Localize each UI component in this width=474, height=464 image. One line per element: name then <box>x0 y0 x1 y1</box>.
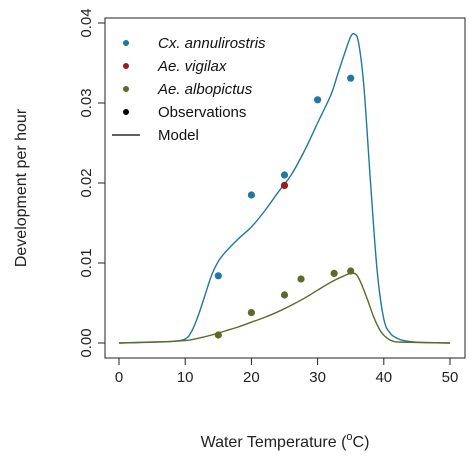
legend-label-2: Ae. albopictus <box>157 81 253 98</box>
y-tick-label-1: 0.01 <box>78 248 95 277</box>
observation-point-0-2 <box>280 171 289 179</box>
observation-point-2-0 <box>214 331 222 339</box>
observation-point-2-4 <box>330 269 338 277</box>
x-tick-label-3: 30 <box>309 369 326 386</box>
x-tick-label-1: 10 <box>177 369 194 386</box>
observation-point-2-3 <box>297 275 305 283</box>
legend-swatch-3 <box>123 109 129 115</box>
observation-point-2-5 <box>347 267 355 275</box>
y-axis: 0.00 0.01 0.02 0.03 0.04 <box>78 8 105 358</box>
y-tick-label-4: 0.04 <box>78 8 95 37</box>
observation-point-0-4 <box>347 74 355 82</box>
plot-border <box>104 17 466 359</box>
y-tick-label-3: 0.03 <box>78 88 95 117</box>
x-tick-label-0: 0 <box>115 369 123 386</box>
x-axis-title: Water Temperature (oC) <box>201 431 370 451</box>
legend-label-3: Observations <box>158 104 246 121</box>
y-tick-label-0: 0.00 <box>78 328 95 357</box>
legend: Cx. annulirostris Ae. vigilax Ae. albopict… <box>112 35 266 144</box>
observation-point-0-3 <box>314 96 322 104</box>
observation-point-0-1 <box>247 191 255 199</box>
legend-label-1: Ae. vigilax <box>157 58 227 75</box>
y-tick-label-2: 0.02 <box>78 168 95 197</box>
y-axis-title: Development per hour <box>13 108 30 267</box>
x-tick-label-2: 20 <box>243 369 260 386</box>
x-axis-title-suffix: C) <box>353 434 370 451</box>
legend-label-0: Cx. annulirostris <box>158 35 266 52</box>
observation-point-2-2 <box>280 291 289 299</box>
legend-swatch-0 <box>123 40 129 46</box>
plot-frame <box>104 17 466 359</box>
observation-point-0-0 <box>214 272 222 280</box>
x-axis: 0 10 20 30 40 50 <box>115 358 459 386</box>
legend-label-4: Model <box>158 127 199 144</box>
observation-points <box>214 74 355 339</box>
x-tick-label-5: 50 <box>442 369 459 386</box>
x-axis-title-sup: o <box>346 431 352 443</box>
x-tick-label-4: 40 <box>375 369 392 386</box>
observation-point-1-0 <box>280 181 289 189</box>
model-lines <box>118 32 451 344</box>
observation-point-2-1 <box>247 309 255 317</box>
legend-swatch-1 <box>123 63 129 69</box>
legend-swatch-2 <box>123 86 129 92</box>
model-line-4 <box>118 272 451 344</box>
x-axis-title-main: Water Temperature ( <box>201 434 348 451</box>
model-line-3 <box>118 32 451 344</box>
